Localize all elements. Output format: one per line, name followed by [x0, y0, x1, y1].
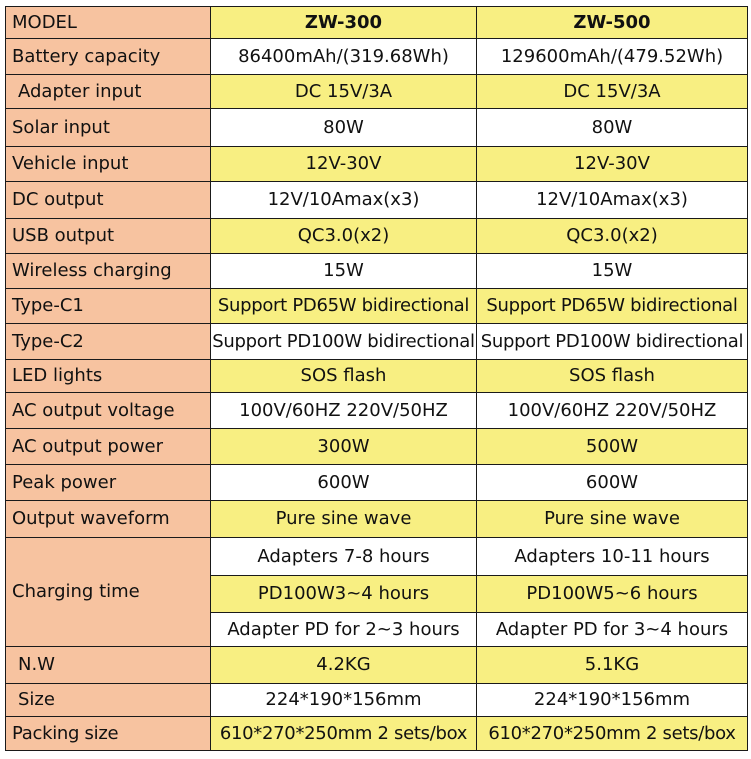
row-value-2: 80W: [476, 108, 748, 147]
row-value-1: 300W: [210, 428, 477, 465]
row-value-1: 224*190*156mm: [210, 683, 477, 717]
row-value-2: 600W: [476, 464, 748, 501]
row-value-1: SOS flash: [210, 359, 477, 393]
table-row: Packing size 610*270*250mm 2 sets/box 61…: [5, 716, 748, 751]
charging-value-2: PD100W5~6 hours: [476, 575, 748, 613]
table-row: Size 224*190*156mm 224*190*156mm: [5, 683, 748, 717]
row-label: Solar input: [5, 108, 211, 147]
charging-row: Adapter PD for 2~3 hours Adapter PD for …: [6, 612, 748, 647]
row-label: Vehicle input: [5, 146, 211, 182]
header-label: MODEL: [5, 6, 211, 39]
row-value-1: 12V/10Amax(x3): [210, 181, 477, 219]
row-value-1: 4.2KG: [210, 646, 477, 684]
row-value-2: DC 15V/3A: [476, 74, 748, 109]
row-label: AC output power: [5, 428, 211, 465]
row-value-1: 12V-30V: [210, 146, 477, 182]
row-label: Adapter input: [5, 74, 211, 109]
charging-time-label: Charging time: [5, 537, 211, 647]
header-row: MODEL ZW-300 ZW-500: [5, 6, 748, 39]
table-row: Wireless charging 15W 15W: [5, 253, 748, 289]
row-label: Peak power: [5, 464, 211, 501]
row-label: Packing size: [5, 716, 211, 751]
spec-table: MODEL ZW-300 ZW-500 Battery capacity 864…: [5, 6, 748, 751]
row-value-2: QC3.0(x2): [476, 218, 748, 254]
row-value-2: 129600mAh/(479.52Wh): [476, 38, 748, 75]
table-row: Vehicle input 12V-30V 12V-30V: [5, 146, 748, 182]
table-row: LED lights SOS flash SOS flash: [5, 359, 748, 393]
row-value-1: 600W: [210, 464, 477, 501]
row-value-2: SOS flash: [476, 359, 748, 393]
table-row: Peak power 600W 600W: [5, 464, 748, 501]
row-value-1: DC 15V/3A: [210, 74, 477, 109]
row-value-1: Support PD65W bidirectional: [210, 288, 477, 324]
row-value-2: 12V-30V: [476, 146, 748, 182]
table-row: AC output voltage 100V/60HZ 220V/50HZ 10…: [5, 392, 748, 429]
row-label: Type-C1: [5, 288, 211, 324]
row-value-1: 15W: [210, 253, 477, 289]
row-value-1: 100V/60HZ 220V/50HZ: [210, 392, 477, 429]
charging-value-1: Adapters 7-8 hours: [210, 537, 477, 576]
row-label: LED lights: [5, 359, 211, 393]
row-value-2: 610*270*250mm 2 sets/box: [476, 716, 748, 751]
row-label: Wireless charging: [5, 253, 211, 289]
table-row: Solar input 80W 80W: [5, 108, 748, 147]
charging-row: PD100W3~4 hours PD100W5~6 hours: [6, 575, 748, 613]
row-value-1: 80W: [210, 108, 477, 147]
row-value-2: 100V/60HZ 220V/50HZ: [476, 392, 748, 429]
row-value-2: 500W: [476, 428, 748, 465]
row-label: DC output: [5, 181, 211, 219]
row-label: AC output voltage: [5, 392, 211, 429]
row-value-2: Support PD100W bidirectional: [476, 323, 748, 360]
table-row: Adapter input DC 15V/3A DC 15V/3A: [5, 74, 748, 109]
row-label: Type-C2: [5, 323, 211, 360]
table-row: USB output QC3.0(x2) QC3.0(x2): [5, 218, 748, 254]
header-model-2: ZW-500: [476, 6, 748, 39]
table-row: Type-C2 Support PD100W bidirectional Sup…: [5, 323, 748, 360]
row-value-2: 15W: [476, 253, 748, 289]
table-row: Battery capacity 86400mAh/(319.68Wh) 129…: [5, 38, 748, 75]
header-model-1: ZW-300: [210, 6, 477, 39]
table-row: Output waveform Pure sine wave Pure sine…: [5, 500, 748, 538]
row-value-1: Pure sine wave: [210, 500, 477, 538]
row-value-2: Pure sine wave: [476, 500, 748, 538]
row-value-2: 224*190*156mm: [476, 683, 748, 717]
charging-value-1: PD100W3~4 hours: [210, 575, 477, 613]
table-row: N.W 4.2KG 5.1KG: [5, 646, 748, 684]
table-row: DC output 12V/10Amax(x3) 12V/10Amax(x3): [5, 181, 748, 219]
row-value-1: 610*270*250mm 2 sets/box: [210, 716, 477, 751]
row-value-2: 12V/10Amax(x3): [476, 181, 748, 219]
row-value-2: 5.1KG: [476, 646, 748, 684]
charging-row: Charging time Adapters 7-8 hours Adapter…: [5, 537, 748, 647]
table-row: AC output power 300W 500W: [5, 428, 748, 465]
row-value-1: 86400mAh/(319.68Wh): [210, 38, 477, 75]
row-value-1: Support PD100W bidirectional: [210, 323, 477, 360]
charging-value-1: Adapter PD for 2~3 hours: [210, 612, 477, 647]
row-value-1: QC3.0(x2): [210, 218, 477, 254]
row-value-2: Support PD65W bidirectional: [476, 288, 748, 324]
charging-value-2: Adapter PD for 3~4 hours: [476, 612, 748, 647]
row-label: USB output: [5, 218, 211, 254]
row-label: Size: [5, 683, 211, 717]
row-label: N.W: [5, 646, 211, 684]
row-label: Battery capacity: [5, 38, 211, 75]
row-label: Output waveform: [5, 500, 211, 538]
table-row: Type-C1 Support PD65W bidirectional Supp…: [5, 288, 748, 324]
charging-value-2: Adapters 10-11 hours: [476, 537, 748, 576]
